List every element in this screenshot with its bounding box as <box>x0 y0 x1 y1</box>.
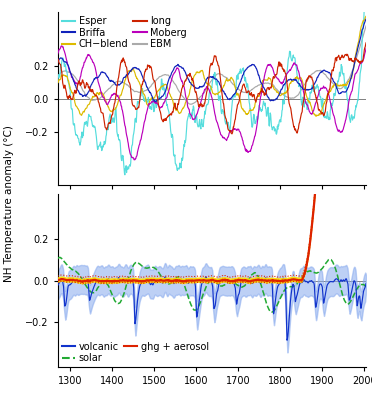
Legend: Esper, Briffa, CH−blend, long, Moberg, EBM: Esper, Briffa, CH−blend, long, Moberg, E… <box>61 15 187 50</box>
Text: NH Temperature anomaly (°C): NH Temperature anomaly (°C) <box>4 126 14 282</box>
Legend: volcanic, solar, ghg + aerosol: volcanic, solar, ghg + aerosol <box>61 341 210 364</box>
